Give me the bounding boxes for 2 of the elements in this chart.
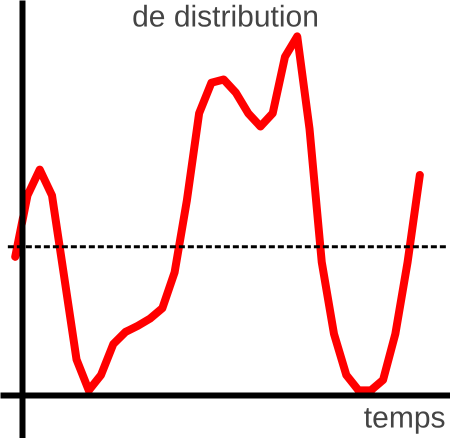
x-axis-title: temps bbox=[364, 402, 446, 434]
chart-title: de distribution bbox=[132, 0, 319, 34]
